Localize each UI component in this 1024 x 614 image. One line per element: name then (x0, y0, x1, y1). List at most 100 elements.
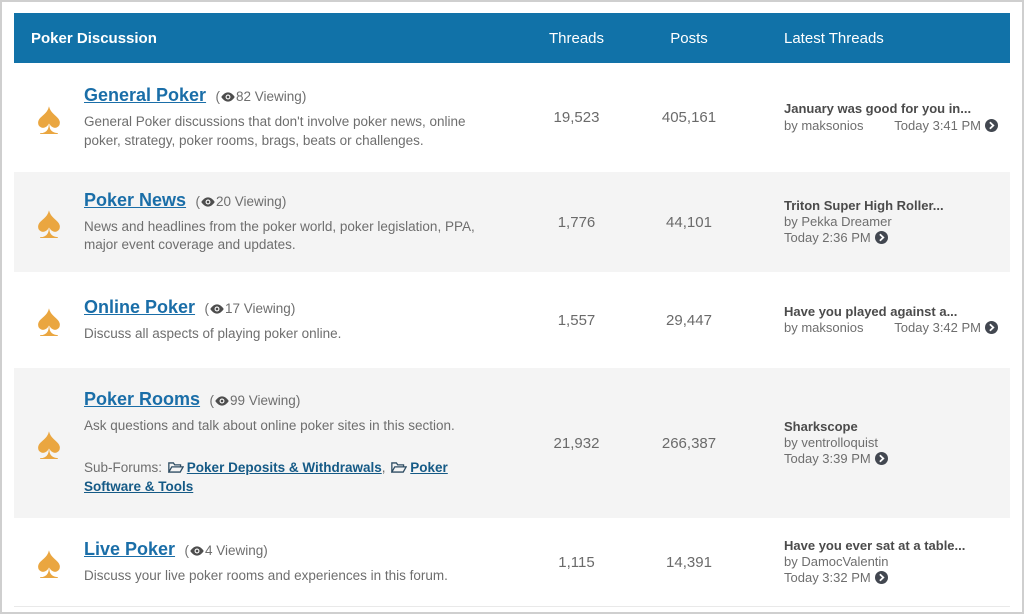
latest-thread-author[interactable]: by DamocValentin (784, 553, 889, 569)
category-header: Poker Discussion Threads Posts Latest Th… (14, 13, 1010, 63)
folder-icon (167, 461, 185, 473)
spade-icon: ♠ (36, 536, 62, 588)
latest-thread-time-line: Today 3:32 PM (784, 570, 998, 586)
forum-info: Live Poker (4 Viewing) Discuss your live… (84, 539, 519, 585)
subforums-label: Sub-Forums: (84, 459, 163, 475)
forum-description: Ask questions and talk about online poke… (84, 418, 455, 434)
forum-description: General Poker discussions that don't inv… (84, 114, 466, 148)
latest-thread-time-wrap: Today 3:41 PM (894, 118, 998, 134)
viewing-text: 4 Viewing (205, 542, 264, 558)
goto-last-post-icon[interactable] (874, 452, 888, 466)
eye-icon (215, 396, 229, 406)
paren-open: ( (204, 300, 210, 316)
paren-open: ( (184, 542, 190, 558)
forum-description: News and headlines from the poker world,… (84, 218, 475, 252)
latest-thread-time: Today 3:41 PM (894, 117, 981, 133)
threads-count: 21,932 (553, 434, 600, 452)
latest-thread-time: Today 3:42 PM (894, 320, 981, 335)
goto-last-post-icon[interactable] (985, 321, 998, 334)
latest-thread-title[interactable]: Sharkscope (784, 418, 858, 434)
column-header-threads: Threads (548, 29, 605, 47)
forum-icon-cell: ♠ (14, 420, 84, 466)
forum-row-general-poker: ♠ General Poker (82 Viewing) General Pok… (14, 63, 1010, 172)
forum-row-poker-news: ♠ Poker News (20 Viewing) News and headl… (14, 172, 1010, 272)
latest-thread: January was good for you in... by makson… (744, 101, 1010, 134)
paren-close: ) (290, 300, 296, 316)
latest-thread-title[interactable]: January was good for you in... (784, 101, 972, 117)
viewing-text: 20 Viewing (216, 193, 282, 209)
eye-icon (221, 92, 235, 102)
forum-title-line: Poker Rooms (99 Viewing) (84, 389, 499, 410)
latest-thread-time: Today 2:36 PM (784, 230, 871, 246)
viewing-count: (4 Viewing) (185, 543, 268, 558)
latest-thread-meta: by maksonios Today 3:41 PM (784, 118, 998, 134)
forum-row-poker-rooms: ♠ Poker Rooms (99 Viewing) Ask questions… (14, 368, 1010, 518)
latest-thread-time-wrap: Today 3:42 PM (894, 320, 998, 336)
viewing-text: 17 Viewing (225, 300, 291, 316)
latest-thread-author[interactable]: by ventrolloquist (784, 434, 878, 450)
eye-icon (190, 546, 204, 556)
viewing-count: (82 Viewing) (216, 89, 307, 104)
latest-thread: Have you ever sat at a table... by Damoc… (744, 538, 1010, 587)
column-header-latest-threads: Latest Threads (784, 29, 884, 47)
paren-open: ( (195, 193, 201, 209)
category-title: Poker Discussion (31, 29, 157, 47)
posts-count: 29,447 (666, 311, 712, 329)
subforum-link-poker-software-tools[interactable]: Poker Software & Tools (84, 459, 448, 495)
paren-close: ) (263, 542, 268, 558)
latest-thread-title[interactable]: Have you played against a... (784, 303, 958, 319)
forum-title-line: Online Poker (17 Viewing) (84, 297, 499, 318)
goto-last-post-icon[interactable] (874, 571, 888, 585)
threads-count: 1,776 (557, 213, 596, 231)
spade-icon: ♠ (36, 294, 62, 346)
threads-count: 1,115 (558, 553, 595, 571)
forum-link-live-poker[interactable]: Live Poker (84, 538, 176, 559)
posts-count: 405,161 (661, 109, 717, 126)
latest-thread-time-line: Today 3:39 PM (784, 451, 998, 467)
latest-thread: Sharkscope by ventrolloquist Today 3:39 … (744, 419, 1010, 468)
latest-thread-time: Today 3:39 PM (784, 451, 871, 467)
eye-icon (210, 304, 224, 314)
paren-close: ) (301, 89, 307, 105)
paren-open: ( (215, 89, 221, 105)
folder-icon (391, 461, 408, 473)
forum-description: Discuss all aspects of playing poker onl… (84, 325, 342, 341)
latest-thread: Have you played against a... by maksonio… (744, 304, 1010, 337)
forum-icon-cell: ♠ (14, 199, 84, 245)
latest-thread-author[interactable]: by Pekka Dreamer (784, 213, 892, 229)
forum-info: Poker Rooms (99 Viewing) Ask questions a… (84, 389, 519, 496)
spade-icon: ♠ (36, 417, 62, 469)
posts-count: 44,101 (666, 213, 712, 231)
latest-thread: Triton Super High Roller... by Pekka Dre… (744, 198, 1010, 247)
forum-info: Poker News (20 Viewing) News and headlin… (84, 190, 519, 254)
forum-category-block: Poker Discussion Threads Posts Latest Th… (14, 13, 1010, 607)
viewing-text: 99 Viewing (230, 393, 296, 409)
goto-last-post-icon[interactable] (985, 118, 998, 132)
subforum-link-poker-deposits-withdrawals[interactable]: Poker Deposits & Withdrawals (186, 459, 382, 475)
latest-thread-meta: by maksonios Today 3:42 PM (784, 320, 998, 336)
goto-last-post-icon[interactable] (874, 231, 888, 245)
posts-count: 14,391 (666, 553, 712, 571)
threads-count: 1,557 (557, 311, 596, 329)
eye-icon (201, 197, 215, 207)
forum-title-line: Live Poker (4 Viewing) (84, 539, 499, 560)
subforums-line: Sub-Forums: Poker Deposits & Withdrawals… (84, 458, 499, 497)
latest-thread-author[interactable]: by maksonios (784, 117, 864, 133)
spade-icon: ♠ (36, 91, 62, 144)
forum-info: Online Poker (17 Viewing) Discuss all as… (84, 297, 519, 343)
forum-link-poker-news[interactable]: Poker News (84, 189, 187, 210)
latest-thread-author[interactable]: by maksonios (784, 320, 864, 335)
viewing-count: (99 Viewing) (210, 393, 301, 408)
forum-link-poker-rooms[interactable]: Poker Rooms (84, 389, 201, 410)
spade-icon: ♠ (36, 196, 62, 248)
forum-link-general-poker[interactable]: General Poker (84, 85, 207, 106)
threads-count: 19,523 (553, 109, 600, 126)
forum-title-line: General Poker (82 Viewing) (84, 85, 499, 106)
viewing-text: 82 Viewing (236, 89, 302, 105)
latest-thread-title[interactable]: Have you ever sat at a table... (784, 537, 966, 553)
latest-thread-time-line: Today 2:36 PM (784, 230, 998, 246)
forum-link-online-poker[interactable]: Online Poker (84, 296, 196, 317)
column-header-posts: Posts (670, 29, 708, 47)
latest-thread-title[interactable]: Triton Super High Roller... (784, 197, 944, 213)
forum-info: General Poker (82 Viewing) General Poker… (84, 85, 519, 149)
